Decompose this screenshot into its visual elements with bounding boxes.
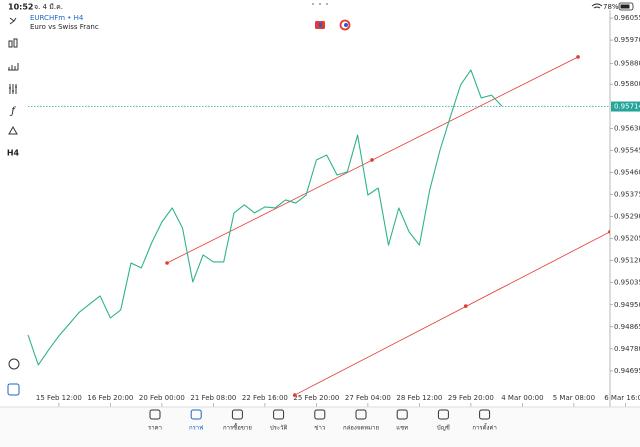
symbol-description: Euro vs Swiss Franc (30, 23, 99, 31)
nav-label: ประวัติ (270, 425, 288, 432)
buy-button-mark (344, 23, 348, 27)
status-date: จ. 4 มี.ค. (34, 3, 63, 11)
nav-item[interactable]: การตั้งค่า (472, 409, 497, 432)
nav-items: ราคา กราฟ การซื้อขาย ประวัติ ข่าว กล่องจดหมาย… (148, 409, 497, 432)
trend-line (294, 231, 610, 396)
battery-level (620, 4, 630, 9)
shapes-tool[interactable] (8, 125, 18, 135)
nav-icon (273, 409, 285, 420)
x-tick-label: 6 Mar 16:00 (604, 394, 640, 402)
nav-icon (190, 409, 202, 420)
x-tick-label: 22 Feb 16:00 (242, 394, 288, 402)
nav-label: กราฟ (189, 425, 203, 432)
y-tick-label: 0.95035 (614, 279, 640, 287)
x-tick-label: 4 Mar 00:00 (501, 394, 543, 402)
sell-button-mark (319, 23, 322, 27)
nav-item[interactable]: กราฟ (189, 409, 203, 432)
nav-icon (479, 409, 491, 420)
battery-icon (618, 2, 634, 11)
nav-label: ข่าว (314, 425, 325, 432)
chart-tool[interactable] (8, 358, 20, 370)
y-tick-label: 0.96055 (614, 14, 640, 22)
indicators-tool[interactable]: ƒ (9, 106, 16, 117)
nav-icon (437, 409, 449, 420)
nav-item[interactable]: ประวัติ (270, 409, 288, 432)
nav-label: แชท (396, 425, 408, 432)
x-tick-label: 16 Feb 20:00 (87, 394, 133, 402)
nav-icon (396, 409, 408, 420)
status-time: 10:52 (8, 3, 33, 12)
candles-tool[interactable] (13, 38, 18, 48)
x-tick-label: 15 Feb 12:00 (36, 394, 82, 402)
current-price-label: 0.95714 (614, 103, 640, 111)
y-tick-label: 0.95205 (614, 235, 640, 243)
nav-item[interactable]: แชท (396, 409, 408, 432)
nav-item[interactable]: การซื้อขาย (223, 409, 252, 432)
y-tick-label: 0.94695 (614, 367, 640, 375)
dot (319, 3, 321, 5)
nav-label: ราคา (148, 425, 162, 432)
price-line (27, 69, 503, 366)
dot (312, 3, 314, 5)
trend-anchor (370, 158, 374, 162)
x-tick-label: 21 Feb 08:00 (190, 394, 236, 402)
y-tick-label: 0.94865 (614, 323, 640, 331)
nav-bar (0, 407, 640, 447)
nav-icon (314, 409, 326, 420)
current-price-box (611, 101, 640, 112)
nav-item[interactable]: กล่องจดหมาย (343, 409, 379, 432)
symbol-name[interactable]: EURCHFm • H4 (30, 14, 84, 22)
trend-anchor (608, 230, 610, 234)
nav-item[interactable]: ข่าว (314, 409, 326, 432)
nav-icon (149, 409, 161, 420)
nav-label: การซื้อขาย (223, 422, 252, 432)
nav-label: การตั้งค่า (472, 422, 496, 432)
x-tick-label: 28 Feb 12:00 (396, 394, 442, 402)
y-tick-label: 0.95545 (614, 146, 640, 154)
dot (326, 3, 328, 5)
bars-tool[interactable] (8, 63, 19, 71)
x-tick-label: 20 Feb 00:00 (139, 394, 185, 402)
x-tick-label: 27 Feb 04:00 (345, 394, 391, 402)
trend-anchor (576, 55, 580, 59)
x-tick-label: 29 Feb 20:00 (448, 394, 494, 402)
plot-area (27, 55, 610, 397)
status-battery: 78% (603, 3, 619, 11)
nav-item[interactable]: ราคา (148, 409, 162, 432)
buy-button[interactable] (339, 19, 351, 31)
x-tick-label: 25 Feb 20:00 (293, 394, 339, 402)
nav-label: บัญชี (437, 424, 450, 432)
left-toolbar (7, 17, 20, 396)
y-tick-label: 0.95375 (614, 190, 640, 198)
nav-label: กล่องจดหมาย (343, 425, 379, 432)
wifi-icon (591, 3, 603, 9)
crosshair-tool[interactable] (9, 17, 17, 25)
candles-tool[interactable] (8, 40, 13, 48)
settings-tool[interactable] (9, 84, 17, 94)
trend-anchor (165, 261, 169, 265)
trend-anchor (463, 304, 468, 308)
trade-tool[interactable] (7, 383, 20, 396)
nav-icon (355, 409, 367, 420)
nav-item[interactable]: บัญชี (437, 409, 450, 432)
x-tick-label: 5 Mar 08:00 (553, 394, 595, 402)
nav-icon (231, 409, 243, 420)
timeframe-tool[interactable]: H4 (7, 149, 20, 158)
trend-anchor (292, 393, 297, 397)
